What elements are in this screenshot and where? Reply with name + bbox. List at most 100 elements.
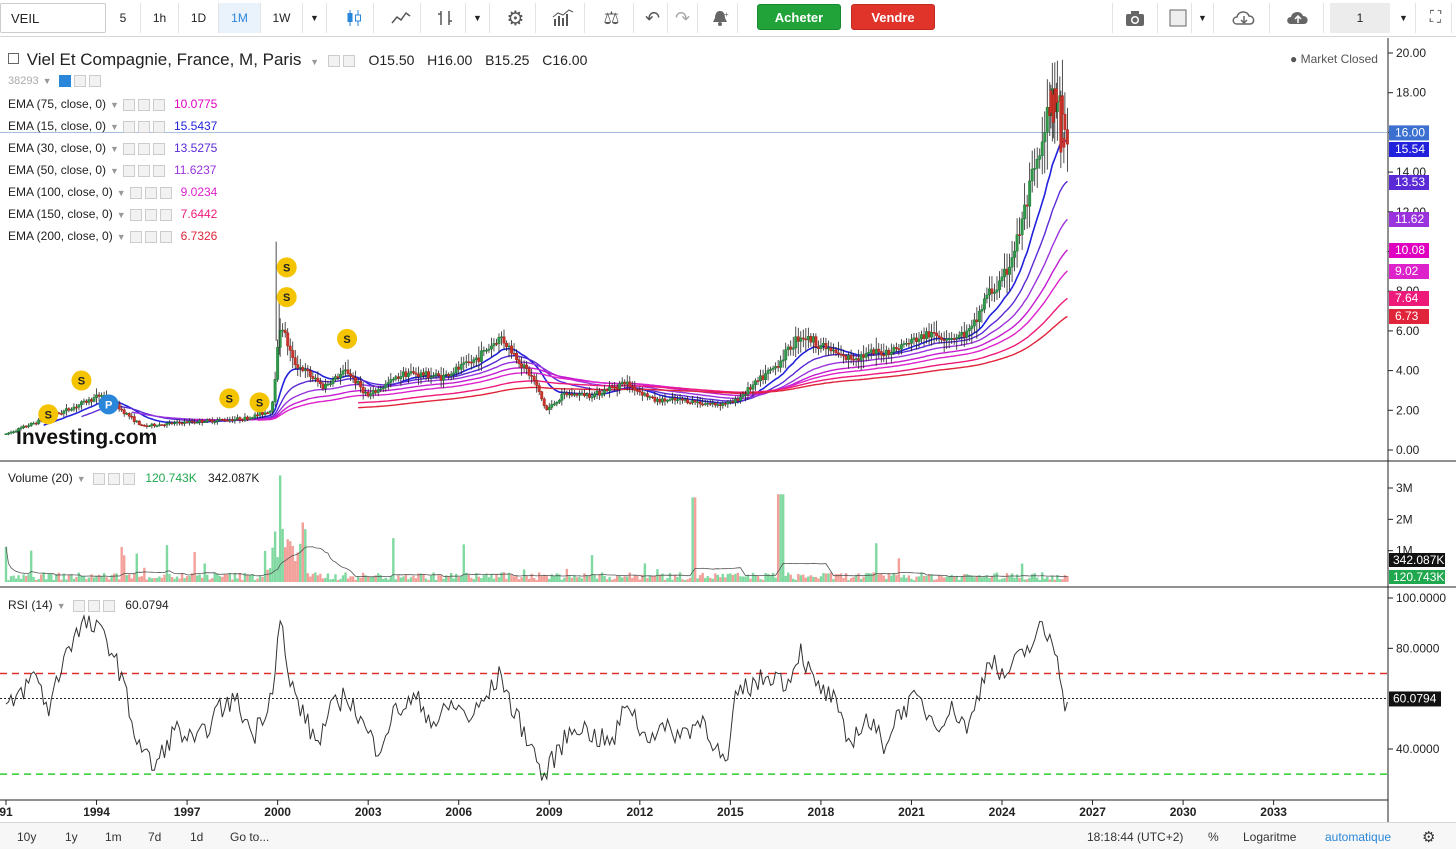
compare-icon[interactable]: ⚖ — [590, 3, 634, 33]
eye-icon[interactable] — [92, 472, 105, 485]
candle — [286, 332, 290, 347]
time-tick-label: 2033 — [1260, 805, 1287, 819]
interval-1m[interactable]: 1M — [219, 3, 261, 33]
gear-icon[interactable] — [137, 164, 150, 177]
ema-axis-label-bg — [1389, 309, 1429, 324]
buy-button[interactable]: Acheter — [757, 4, 841, 30]
close-icon[interactable] — [159, 186, 172, 199]
eye-icon[interactable] — [129, 186, 142, 199]
ema-dropdown-icon[interactable]: ▼ — [110, 144, 119, 154]
gear-icon[interactable] — [73, 75, 86, 88]
gear-icon[interactable] — [144, 208, 157, 221]
close-icon[interactable] — [88, 75, 101, 88]
interval-1d[interactable]: 1D — [179, 3, 219, 33]
percent-toggle[interactable]: % — [1208, 829, 1219, 844]
volume-bar — [658, 574, 662, 582]
visibility-icon[interactable] — [58, 75, 71, 88]
eye-icon[interactable] — [122, 98, 135, 111]
ema-dropdown-icon[interactable]: ▼ — [116, 232, 126, 242]
settings-icon[interactable]: ⚙ — [1422, 828, 1436, 846]
eye-icon[interactable] — [122, 120, 135, 133]
gear-icon[interactable] — [107, 472, 120, 485]
volume-bar — [1005, 573, 1009, 582]
camera-icon[interactable] — [1112, 3, 1158, 33]
range-1d[interactable]: 1d — [190, 829, 204, 844]
volume-bar — [1048, 579, 1051, 582]
candle — [168, 422, 171, 425]
settings-icon[interactable]: ⚙ — [496, 3, 536, 33]
volume-bar — [585, 575, 589, 582]
eye-icon[interactable] — [72, 599, 85, 612]
count-dropdown-icon[interactable]: ▼ — [1392, 3, 1416, 33]
close-icon[interactable] — [152, 98, 165, 111]
gear-icon[interactable] — [144, 186, 157, 199]
volume-bar — [1013, 577, 1016, 582]
chart-type-dropdown-icon[interactable]: ▼ — [466, 3, 490, 33]
eye-icon[interactable] — [129, 230, 142, 243]
gear-icon[interactable] — [144, 230, 157, 243]
title-dropdown-icon[interactable]: ▼ — [310, 57, 320, 67]
volume-bar — [837, 574, 840, 582]
fullscreen-icon[interactable]: ⛶ — [1420, 3, 1452, 33]
volume-bar — [243, 572, 247, 582]
range-1y[interactable]: 1y — [65, 829, 78, 844]
eye-icon[interactable] — [327, 54, 340, 67]
bar-chart-icon[interactable] — [424, 3, 466, 33]
layout-icon[interactable] — [1164, 3, 1192, 33]
candle — [205, 419, 209, 422]
close-icon[interactable] — [122, 472, 135, 485]
redo-icon[interactable]: ↷ — [668, 3, 698, 33]
symbol-input[interactable]: VEIL — [0, 3, 106, 33]
gear-icon[interactable] — [87, 599, 100, 612]
range-7d[interactable]: 7d — [148, 829, 162, 844]
eye-icon[interactable] — [122, 164, 135, 177]
gear-icon[interactable] — [137, 142, 150, 155]
interval-dropdown-icon[interactable]: ▼ — [303, 3, 327, 33]
interval-1w[interactable]: 1W — [261, 3, 303, 33]
goto-button[interactable]: Go to... — [230, 829, 270, 844]
eye-icon[interactable] — [129, 208, 142, 221]
close-icon[interactable] — [152, 164, 165, 177]
layout-dropdown-icon[interactable]: ▼ — [1192, 3, 1214, 33]
range-10y[interactable]: 10y — [17, 829, 37, 844]
log-toggle[interactable]: Logaritme — [1243, 829, 1297, 844]
candles-icon[interactable] — [334, 3, 374, 33]
close-icon[interactable] — [152, 120, 165, 133]
interval-5[interactable]: 5 — [106, 3, 141, 33]
auto-toggle[interactable]: automatique — [1325, 829, 1392, 844]
gear-icon[interactable] — [137, 98, 150, 111]
line-chart-icon[interactable] — [381, 3, 421, 33]
eye-icon[interactable] — [122, 142, 135, 155]
volume-bar — [485, 574, 488, 582]
ema-dropdown-icon[interactable]: ▼ — [110, 122, 119, 132]
close-icon[interactable] — [159, 208, 172, 221]
interval-1h[interactable]: 1h — [141, 3, 179, 33]
volume-bar — [628, 572, 631, 582]
close-icon[interactable] — [152, 142, 165, 155]
sell-button[interactable]: Vendre — [851, 4, 935, 30]
ema-dropdown-icon[interactable]: ▼ — [110, 100, 119, 110]
ema-dropdown-icon[interactable]: ▼ — [116, 210, 126, 220]
close-icon[interactable] — [159, 230, 172, 243]
collapse-icon[interactable] — [8, 53, 19, 65]
cloud-download-icon[interactable] — [1218, 3, 1270, 33]
market-status-text: Market Closed — [1300, 52, 1378, 66]
range-1m[interactable]: 1m — [105, 829, 122, 844]
gear-icon[interactable] — [342, 54, 355, 67]
candle — [746, 387, 750, 395]
ema-dropdown-icon[interactable]: ▼ — [116, 188, 126, 198]
close-icon[interactable] — [102, 599, 115, 612]
ema-dropdown-icon[interactable]: ▼ — [110, 166, 119, 176]
layout-count[interactable]: 1 — [1330, 3, 1390, 33]
alert-icon[interactable]: + — [702, 3, 738, 33]
gear-icon[interactable] — [137, 120, 150, 133]
indicators-icon[interactable] — [541, 3, 585, 33]
volume-bar — [1008, 576, 1011, 582]
cloud-upload-icon[interactable] — [1272, 3, 1324, 33]
candle — [774, 366, 778, 369]
undo-icon[interactable]: ↶ — [638, 3, 668, 33]
candle — [532, 375, 536, 381]
event-markers[interactable]: S S P S S S S S — [38, 257, 358, 425]
volume-bars — [4, 475, 1069, 582]
